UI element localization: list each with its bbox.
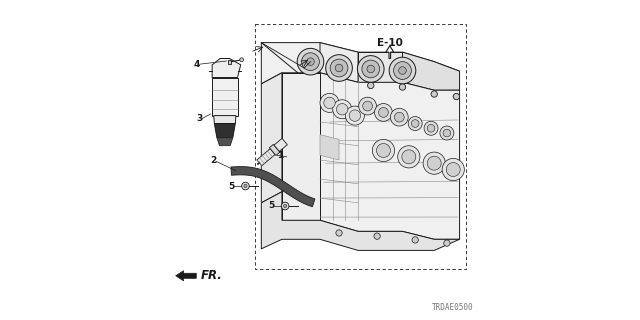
Circle shape <box>337 104 348 115</box>
Circle shape <box>372 140 394 162</box>
Circle shape <box>423 152 445 174</box>
Polygon shape <box>228 60 232 64</box>
Circle shape <box>240 58 244 62</box>
Circle shape <box>402 150 416 164</box>
Polygon shape <box>274 138 287 151</box>
Text: 1: 1 <box>277 151 284 160</box>
Circle shape <box>242 182 249 190</box>
Circle shape <box>284 204 287 208</box>
Circle shape <box>389 57 416 84</box>
Circle shape <box>320 93 339 112</box>
Circle shape <box>431 91 437 97</box>
Circle shape <box>427 124 435 132</box>
Polygon shape <box>320 43 358 82</box>
Circle shape <box>367 82 374 89</box>
Circle shape <box>324 97 335 108</box>
Circle shape <box>282 202 289 210</box>
Circle shape <box>453 93 460 100</box>
Polygon shape <box>320 135 339 160</box>
Circle shape <box>408 116 422 131</box>
Circle shape <box>349 110 360 121</box>
Polygon shape <box>231 167 315 207</box>
Circle shape <box>244 184 247 188</box>
Polygon shape <box>358 52 403 82</box>
Circle shape <box>336 230 342 236</box>
Text: 5: 5 <box>268 202 275 211</box>
Text: 4: 4 <box>194 60 200 69</box>
Circle shape <box>443 129 451 137</box>
Polygon shape <box>261 73 282 203</box>
Circle shape <box>446 163 460 177</box>
Polygon shape <box>403 52 460 90</box>
Text: FR.: FR. <box>201 269 223 282</box>
Circle shape <box>394 112 404 122</box>
Circle shape <box>399 84 406 90</box>
Polygon shape <box>214 124 236 138</box>
Circle shape <box>374 233 380 239</box>
Circle shape <box>444 240 450 246</box>
Polygon shape <box>257 149 275 166</box>
Circle shape <box>326 55 353 81</box>
Text: 3: 3 <box>196 114 203 123</box>
Circle shape <box>440 126 454 140</box>
Text: 5: 5 <box>228 181 235 190</box>
Circle shape <box>367 65 374 73</box>
Circle shape <box>346 106 364 125</box>
Circle shape <box>412 120 419 127</box>
Circle shape <box>397 146 420 168</box>
Polygon shape <box>212 59 241 77</box>
Circle shape <box>376 143 390 157</box>
Polygon shape <box>261 192 460 251</box>
Circle shape <box>399 67 406 74</box>
Polygon shape <box>320 73 460 239</box>
Text: 2: 2 <box>211 156 217 165</box>
Text: E-10: E-10 <box>377 38 403 48</box>
Circle shape <box>374 104 392 121</box>
Circle shape <box>297 48 324 75</box>
Circle shape <box>307 58 314 66</box>
Circle shape <box>428 156 441 170</box>
Circle shape <box>412 237 419 243</box>
Circle shape <box>358 97 376 115</box>
Circle shape <box>357 56 384 82</box>
Circle shape <box>330 59 348 77</box>
Polygon shape <box>269 144 280 156</box>
Polygon shape <box>217 138 233 146</box>
Circle shape <box>390 108 408 126</box>
Polygon shape <box>282 73 320 220</box>
Text: TRDAE0500: TRDAE0500 <box>432 303 474 312</box>
Circle shape <box>424 121 438 135</box>
Circle shape <box>362 60 380 78</box>
FancyArrow shape <box>175 271 196 281</box>
Polygon shape <box>214 116 236 124</box>
Circle shape <box>333 100 352 119</box>
FancyArrow shape <box>386 46 394 59</box>
Polygon shape <box>212 77 237 116</box>
Circle shape <box>378 108 388 117</box>
Circle shape <box>363 101 372 111</box>
Circle shape <box>301 53 319 70</box>
Polygon shape <box>261 43 460 90</box>
Circle shape <box>442 158 465 180</box>
Circle shape <box>335 64 343 72</box>
Polygon shape <box>282 73 320 192</box>
Circle shape <box>394 62 412 79</box>
